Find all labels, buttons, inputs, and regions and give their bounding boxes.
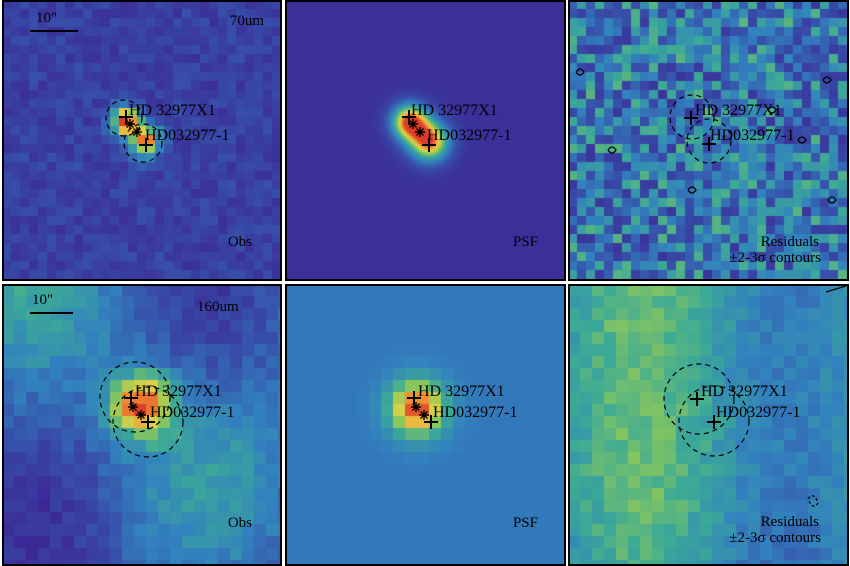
source-marker-1 bbox=[402, 110, 416, 124]
obs-70um-image bbox=[2, 0, 282, 281]
scale-bar-label: 10" bbox=[32, 292, 54, 308]
residuals-label: Residuals bbox=[760, 514, 819, 530]
psf-70um-panel: PSF HD 32977X1 HD032977-1 bbox=[285, 0, 566, 281]
aperture-circle-1 bbox=[663, 363, 735, 435]
detection-marker bbox=[132, 127, 142, 137]
residual-70um-panel: Residuals ±2-3σ contours HD 32977X1 HD03… bbox=[568, 0, 849, 281]
obs-160um-image bbox=[2, 284, 282, 566]
detection-marker bbox=[128, 402, 138, 412]
source-marker-1 bbox=[119, 110, 133, 124]
source-label-1: HD 32977X1 bbox=[701, 383, 788, 400]
detection-marker bbox=[136, 410, 146, 420]
obs-160um-markers bbox=[99, 361, 184, 458]
psf-label: PSF bbox=[512, 234, 538, 250]
residual-160um-image bbox=[568, 284, 849, 566]
source-marker-1 bbox=[690, 392, 704, 406]
aperture-circle-1 bbox=[105, 99, 143, 137]
source-marker-1 bbox=[124, 391, 138, 405]
residual-contour bbox=[575, 68, 585, 76]
source-label-1: HD 32977X1 bbox=[418, 383, 505, 400]
source-label-2: HD032977-1 bbox=[433, 404, 518, 421]
residual-contour bbox=[767, 106, 777, 114]
psf-160um-markers bbox=[407, 391, 438, 429]
residual-160um-markers bbox=[663, 285, 847, 507]
aperture-circle-1 bbox=[669, 94, 715, 140]
obs-label: Obs bbox=[227, 515, 252, 531]
detection-marker bbox=[408, 119, 418, 129]
source-label-2: HD032977-1 bbox=[710, 127, 795, 144]
aperture-circle-2 bbox=[678, 385, 750, 457]
detection-marker bbox=[125, 119, 135, 129]
scale-bar bbox=[30, 312, 73, 314]
band-label-160um: 160um bbox=[197, 299, 239, 315]
psf-label: PSF bbox=[512, 515, 538, 531]
residual-contour bbox=[797, 136, 807, 144]
source-marker-2 bbox=[139, 138, 153, 152]
residual-contour bbox=[687, 186, 697, 194]
residual-70um-markers bbox=[575, 68, 837, 204]
obs-160um-panel: 10" 160um Obs HD 32977X1 HD032977-1 bbox=[2, 284, 282, 566]
aperture-circle-2 bbox=[123, 123, 163, 163]
source-marker-2 bbox=[702, 137, 716, 151]
psf-70um-image bbox=[285, 0, 566, 281]
source-label-2: HD032977-1 bbox=[716, 404, 801, 421]
contours-label: ±2-3σ contours bbox=[729, 530, 821, 546]
source-marker-2 bbox=[707, 415, 721, 429]
source-label-1: HD 32977X1 bbox=[411, 102, 498, 119]
source-label-2: HD032977-1 bbox=[150, 404, 235, 421]
detection-marker bbox=[411, 402, 421, 412]
residual-160um-panel: Residuals ±2-3σ contours HD 32977X1 HD03… bbox=[568, 284, 849, 566]
source-label-1: HD 32977X1 bbox=[135, 383, 222, 400]
source-label-2: HD032977-1 bbox=[145, 127, 230, 144]
aperture-circle-1 bbox=[99, 361, 171, 433]
residual-contour bbox=[607, 146, 617, 154]
residual-contour bbox=[822, 76, 832, 84]
band-label-70um: 70um bbox=[229, 13, 264, 29]
source-marker-2 bbox=[141, 415, 155, 429]
source-marker-1 bbox=[684, 111, 698, 125]
source-label-1: HD 32977X1 bbox=[129, 102, 216, 119]
detection-marker bbox=[419, 410, 429, 420]
residual-contour bbox=[807, 495, 819, 507]
aperture-circle-2 bbox=[112, 386, 184, 458]
psf-160um-panel: PSF HD 32977X1 HD032977-1 bbox=[285, 284, 566, 566]
source-marker-2 bbox=[424, 415, 438, 429]
residuals-label: Residuals bbox=[760, 234, 819, 250]
psf-70um-markers bbox=[402, 110, 436, 152]
source-marker-1 bbox=[407, 391, 421, 405]
residual-contour bbox=[825, 285, 847, 293]
detection-marker bbox=[415, 127, 425, 137]
source-marker-2 bbox=[422, 138, 436, 152]
scale-bar-label: 10" bbox=[36, 10, 58, 26]
residual-contour bbox=[827, 196, 837, 204]
obs-70um-markers bbox=[105, 99, 163, 163]
source-label-2: HD032977-1 bbox=[427, 127, 512, 144]
obs-label: Obs bbox=[227, 234, 252, 250]
contours-label: ±2-3σ contours bbox=[729, 250, 821, 266]
scale-bar bbox=[30, 30, 78, 32]
obs-70um-panel: 10" 70um Obs HD 32977X1 HD032977-1 bbox=[2, 0, 282, 281]
aperture-circle-2 bbox=[686, 118, 732, 164]
source-label-1: HD 32977X1 bbox=[695, 102, 782, 119]
psf-160um-image bbox=[285, 284, 566, 566]
